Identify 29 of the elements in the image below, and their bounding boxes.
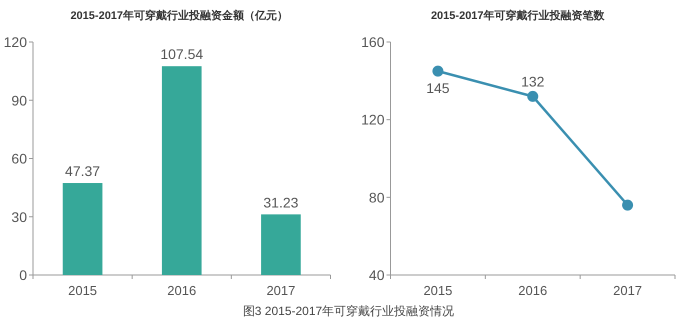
bar xyxy=(261,214,301,275)
x-tick-label: 2015 xyxy=(68,283,98,298)
x-tick-label: 2016 xyxy=(518,283,548,298)
bar xyxy=(62,183,102,275)
data-label: 31.23 xyxy=(263,194,299,210)
y-tick-label: 40 xyxy=(368,267,385,283)
x-tick-label: 2017 xyxy=(266,283,296,298)
point xyxy=(432,66,444,77)
y-tick-label: 120 xyxy=(361,112,385,128)
point xyxy=(527,90,538,102)
data-label: 107.54 xyxy=(160,46,204,62)
y-tick-label: 120 xyxy=(4,34,28,50)
bar xyxy=(162,66,202,275)
y-tick-label: 60 xyxy=(11,150,28,166)
y-tick-label: 0 xyxy=(19,267,28,283)
point xyxy=(622,200,634,211)
chart-title: 2015-2017年可穿戴行业投融资金额（亿元） xyxy=(70,9,288,22)
data-label: 132 xyxy=(521,73,545,90)
caption: 图3 2015-2017年可穿戴行业投融资情况 xyxy=(242,304,454,318)
data-label: 47.37 xyxy=(65,163,100,180)
y-tick-label: 80 xyxy=(368,189,385,206)
x-tick-label: 2015 xyxy=(423,283,452,298)
chart-title: 2015-2017年可穿戴行业投融资笔数 xyxy=(430,9,606,22)
y-tick-label: 160 xyxy=(361,34,385,50)
x-tick-label: 2016 xyxy=(167,283,196,298)
y-tick-label: 90 xyxy=(11,92,28,108)
x-tick-label: 2017 xyxy=(613,283,642,298)
y-tick-label: 30 xyxy=(11,208,28,225)
data-label: 145 xyxy=(426,80,450,96)
